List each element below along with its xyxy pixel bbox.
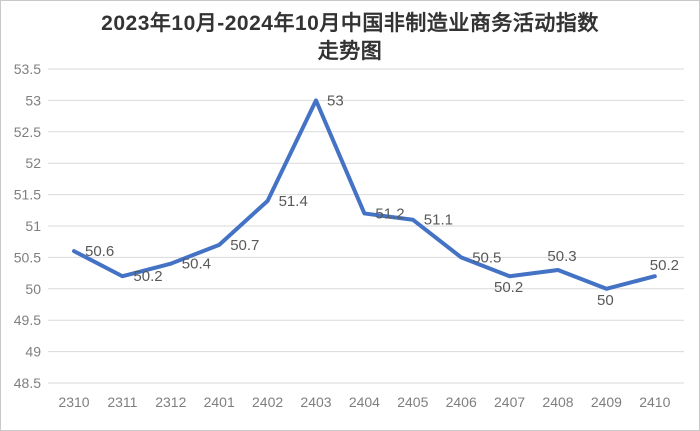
- chart-title-line2: 走势图: [317, 40, 383, 63]
- data-point-label: 50.7: [230, 237, 259, 254]
- x-tick-label: 2404: [349, 394, 380, 410]
- x-tick-label: 2310: [58, 394, 89, 410]
- y-tick-label: 48.5: [14, 375, 41, 391]
- x-tick-label: 2405: [397, 394, 428, 410]
- x-tick-label: 2409: [591, 394, 622, 410]
- y-tick-label: 51: [25, 218, 41, 234]
- data-point-label: 50.2: [494, 279, 523, 296]
- x-tick-label: 2410: [639, 394, 670, 410]
- data-point-label: 50.2: [650, 257, 679, 274]
- x-axis-labels: 2310 2311 2312 2401 2402 2403 2404 2405 2406 2407…: [58, 394, 670, 410]
- gridlines-group: [48, 68, 684, 384]
- data-point-label: 50.6: [85, 243, 114, 260]
- x-tick-label: 2406: [446, 394, 477, 410]
- data-labels-group: 50.6 50.2 50.4 50.7 51.4 53 51.2 51.1 50.5 50.2 50…: [85, 92, 679, 308]
- chart-title-line1: 2023年10月-2024年10月中国非制造业商务活动指数: [101, 12, 599, 35]
- data-point-label: 50.3: [547, 248, 576, 265]
- y-tick-label: 51.5: [14, 187, 41, 203]
- data-point-label: 50.5: [472, 249, 501, 266]
- data-point-label: 50.2: [133, 268, 162, 285]
- data-point-label: 51.4: [279, 193, 308, 210]
- data-point-label: 51.2: [375, 205, 404, 222]
- series-line: [72, 98, 657, 291]
- x-tick-label: 2401: [204, 394, 235, 410]
- x-tick-label: 2312: [155, 394, 186, 410]
- y-tick-label: 53: [25, 92, 41, 108]
- x-tick-label: 2408: [542, 394, 573, 410]
- y-tick-label: 49: [25, 344, 41, 360]
- y-tick-label: 52: [25, 155, 41, 171]
- x-tick-label: 2311: [107, 394, 137, 410]
- y-tick-label: 50.5: [14, 249, 41, 265]
- chart-title: 2023年10月-2024年10月中国非制造业商务活动指数 走势图: [1, 10, 699, 66]
- data-point-label: 51.1: [424, 212, 453, 229]
- data-point-label: 53: [327, 92, 344, 109]
- data-point-label: 50: [597, 292, 614, 309]
- x-tick-label: 2403: [300, 394, 331, 410]
- y-tick-label: 52.5: [14, 124, 41, 140]
- y-tick-label: 49.5: [14, 312, 41, 328]
- x-tick-label: 2402: [252, 394, 283, 410]
- data-point-label: 50.4: [182, 256, 211, 273]
- y-tick-label: 53.5: [14, 61, 41, 77]
- y-axis-labels: 53.5 53 52.5 52 51.5 51 50.5 50 49.5 49 48.5: [14, 61, 41, 391]
- x-tick-label: 2407: [494, 394, 525, 410]
- y-tick-label: 50: [25, 281, 41, 297]
